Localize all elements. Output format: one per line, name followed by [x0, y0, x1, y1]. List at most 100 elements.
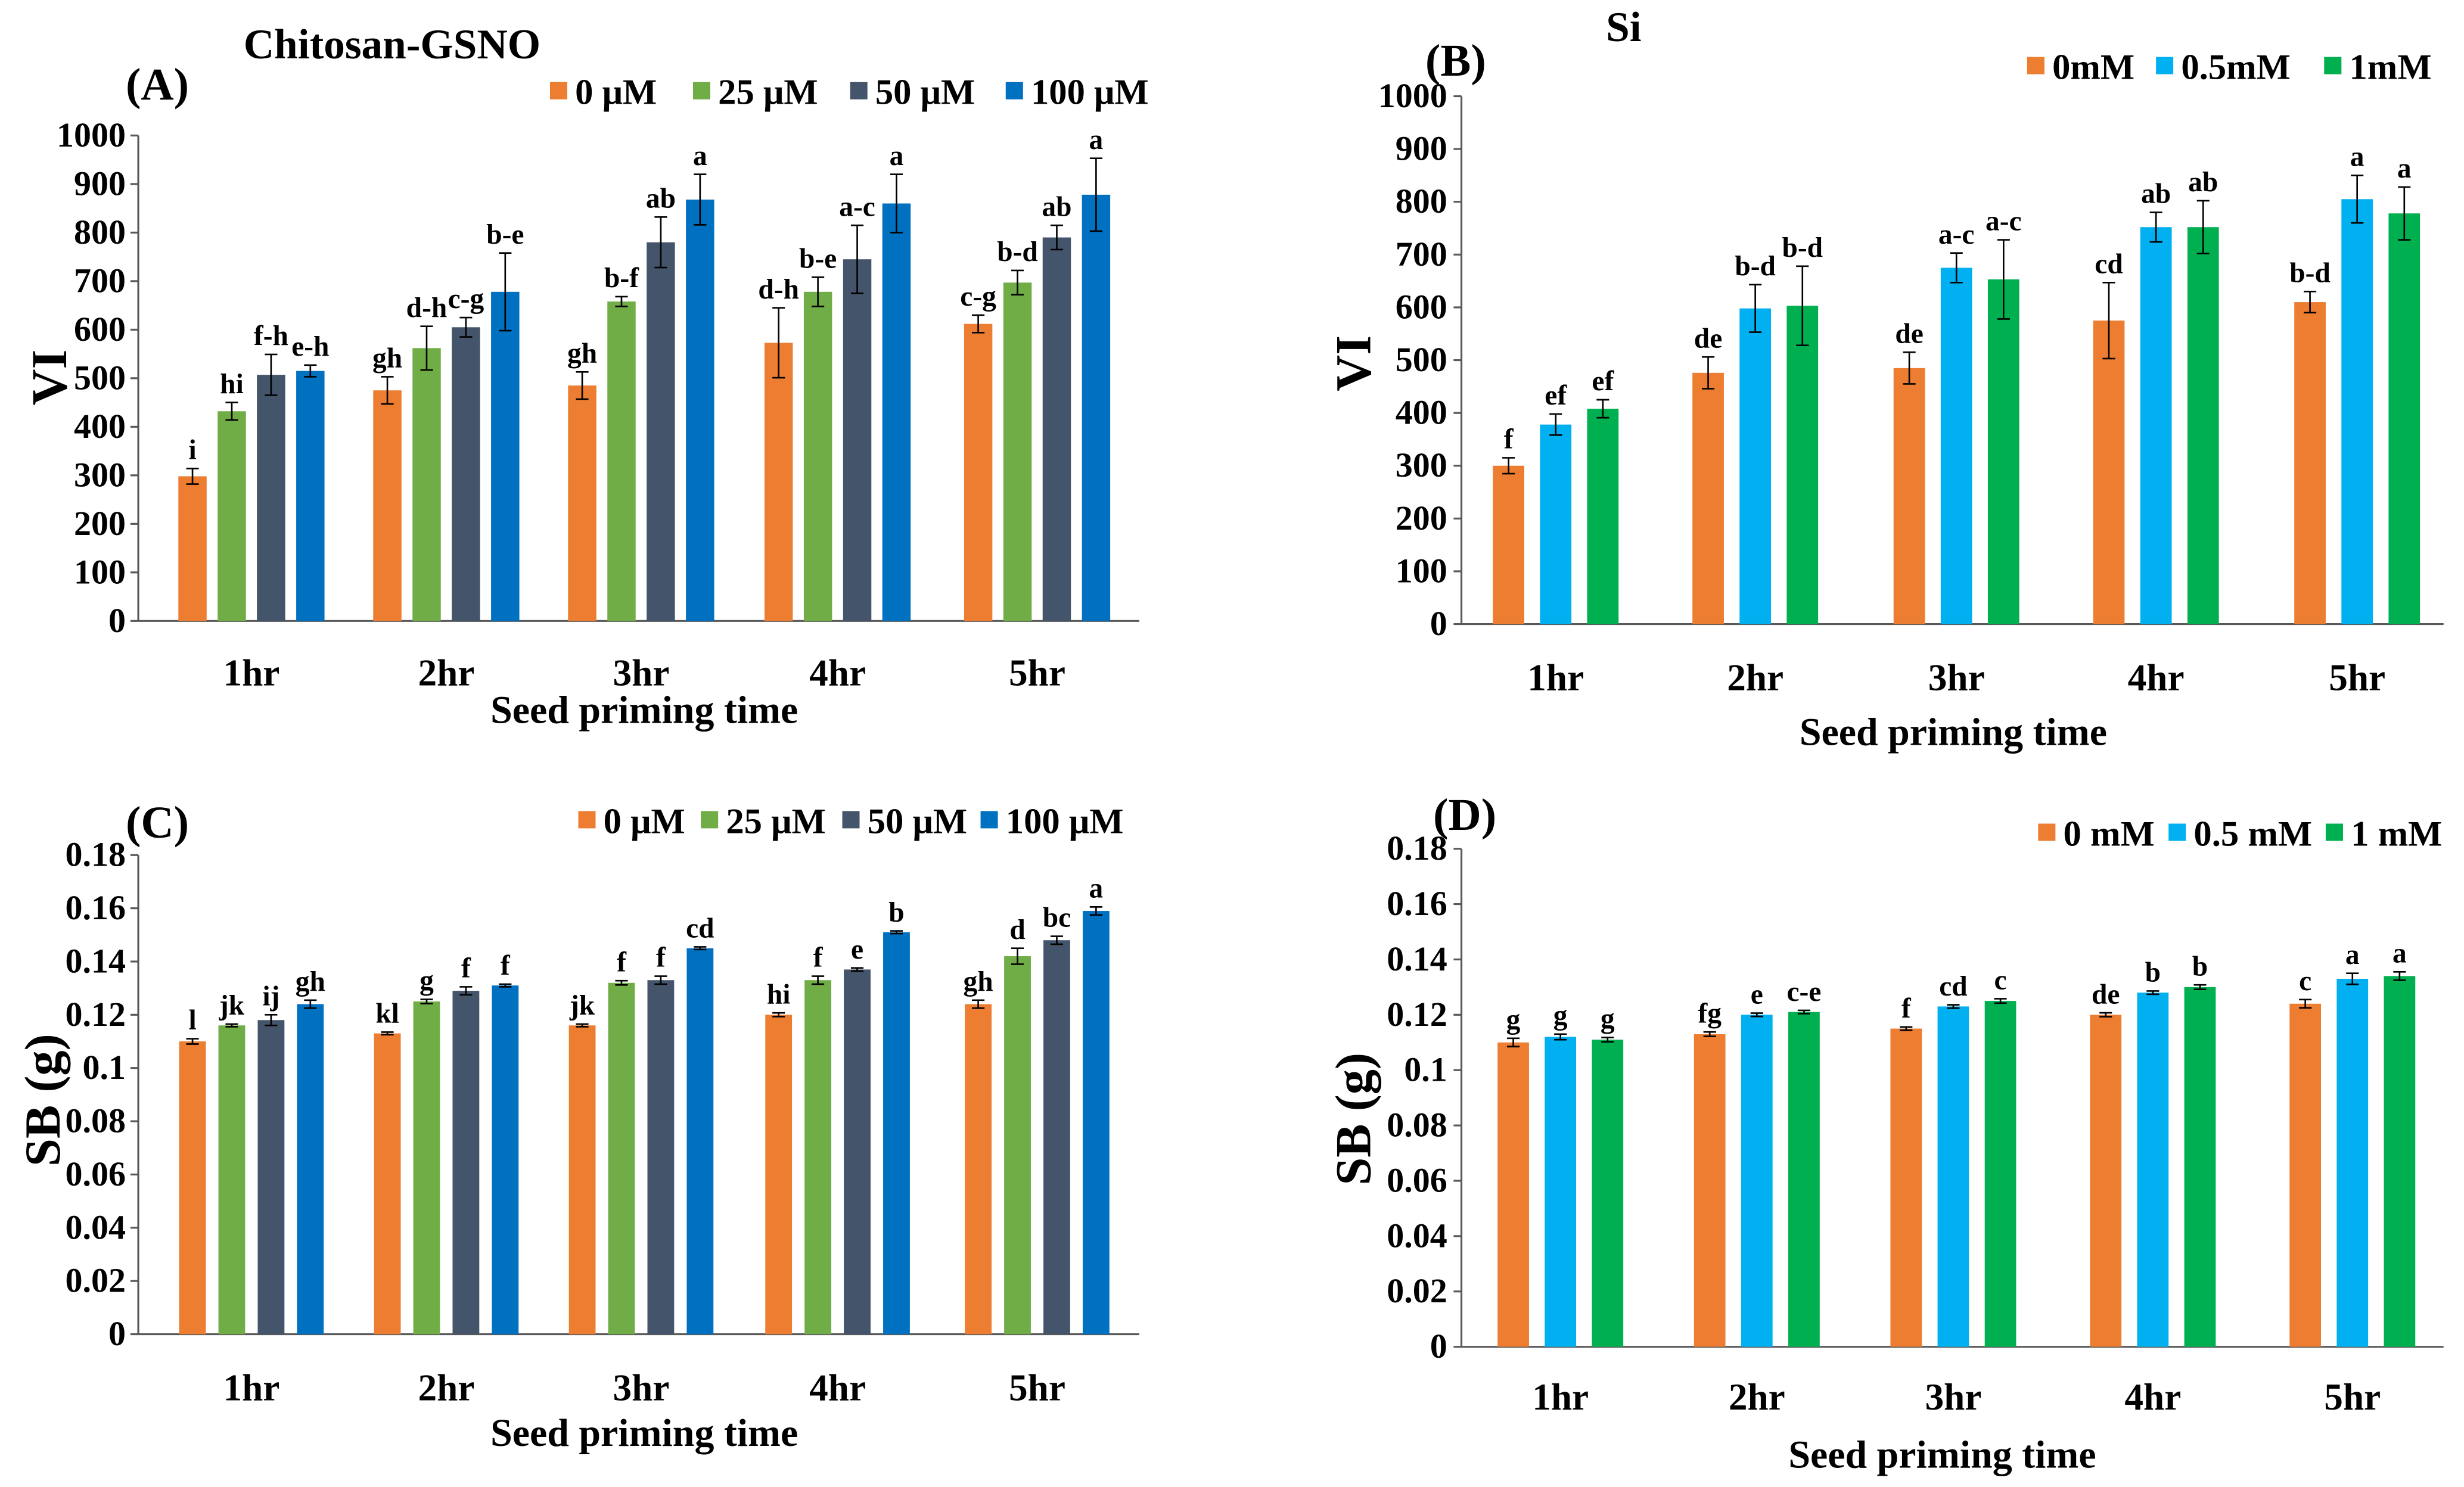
- x-category-label: 2hr: [418, 652, 474, 693]
- significance-letter: f: [617, 947, 627, 978]
- bar-panel-b-series-1-4hr: [2093, 321, 2125, 624]
- x-category-label: 1hr: [1527, 657, 1584, 698]
- y-tick-label: 600: [74, 310, 126, 349]
- bar-panel-a-series-2-1hr: [217, 411, 246, 621]
- y-tick-label: 200: [74, 504, 126, 543]
- significance-letter: f: [656, 942, 666, 973]
- x-category-label: 4hr: [809, 1367, 866, 1408]
- x-axis-title: Seed priming time: [490, 689, 798, 732]
- y-axis-title: SB (g): [1326, 1053, 1382, 1186]
- bar-panel-d-series-1-5hr: [2289, 1003, 2322, 1347]
- significance-letter: gh: [296, 966, 325, 997]
- bar-panel-d-series-2-3hr: [1937, 1006, 1969, 1347]
- significance-letter: de: [1895, 318, 1923, 349]
- significance-letter: e: [1751, 979, 1763, 1010]
- y-tick-label: 100: [74, 552, 126, 591]
- significance-letter: c-g: [448, 284, 484, 315]
- bar-panel-b-series-3-3hr: [1987, 279, 2019, 624]
- bar-panel-d-series-1-4hr: [2090, 1015, 2122, 1347]
- legend-swatch: [2325, 823, 2343, 841]
- panel-title-b: Si: [1606, 4, 1641, 51]
- legend-label: 100 μM: [1031, 73, 1149, 113]
- significance-letter: c-e: [1786, 976, 1821, 1007]
- x-category-label: 2hr: [1729, 1376, 1785, 1418]
- significance-letter: f: [461, 953, 471, 984]
- significance-letter: jk: [219, 990, 245, 1021]
- significance-letter: de: [1694, 323, 1722, 354]
- significance-letter: gh: [372, 343, 402, 374]
- bar-panel-d-series-1-1hr: [1497, 1042, 1529, 1347]
- significance-letter: a: [2345, 940, 2360, 970]
- x-category-label: 1hr: [1532, 1376, 1589, 1418]
- y-tick-label: 200: [1396, 499, 1447, 537]
- significance-letter: d-h: [406, 293, 448, 323]
- bar-panel-b-series-2-1hr: [1540, 424, 1572, 624]
- bar-panel-d-series-2-5hr: [2336, 978, 2369, 1347]
- bar-panel-a-series-4-3hr: [686, 199, 714, 621]
- significance-letter: a-c: [1938, 219, 1975, 250]
- panel-label-c: (C): [126, 797, 189, 848]
- panel-b: (B) Si 0 100 200 300 400 500 600 700 800 900 1000 VI S…: [1326, 4, 2444, 754]
- significance-letter: a-c: [839, 191, 875, 222]
- bar-panel-b-series-2-3hr: [1940, 267, 1972, 624]
- bar-panel-c-series-2-4hr: [804, 980, 832, 1334]
- bar-panel-b-series-1-1hr: [1493, 465, 1525, 624]
- y-tick-label: 900: [74, 164, 126, 203]
- bar-panel-c-series-1-2hr: [374, 1033, 401, 1334]
- y-axis-title: VI: [1326, 335, 1382, 391]
- panel-d: (D) 0 0.02 0.04 0.06 0.08 0.1 0.12 0.14 0.16 0.18 S…: [1326, 789, 2444, 1477]
- bar-panel-c-series-2-2hr: [413, 1001, 440, 1334]
- x-category-label: 3hr: [1928, 657, 1985, 698]
- bar-panel-c-series-3-5hr: [1043, 940, 1070, 1334]
- x-category-label: 3hr: [613, 652, 669, 693]
- x-category-label: 5hr: [2324, 1376, 2381, 1418]
- significance-letter: l: [188, 1005, 196, 1036]
- bar-panel-a-series-2-5hr: [1003, 282, 1032, 621]
- bar-panel-c-series-2-1hr: [218, 1025, 246, 1334]
- y-tick-label: 700: [74, 261, 126, 300]
- bar-panel-c-series-3-1hr: [257, 1020, 285, 1334]
- significance-letter: g: [420, 966, 434, 997]
- x-axis-title: Seed priming time: [1788, 1433, 2096, 1477]
- legend-swatch: [850, 82, 868, 99]
- bar-panel-a-series-3-5hr: [1042, 237, 1071, 621]
- bar-panel-a-series-4-1hr: [296, 371, 325, 621]
- significance-letter: gh: [567, 338, 597, 369]
- significance-letter: b-d: [2289, 258, 2331, 289]
- bar-panel-c-series-1-5hr: [965, 1004, 992, 1334]
- y-tick-label: 0.12: [65, 995, 126, 1034]
- significance-letter: cd: [1939, 971, 1967, 1002]
- legend-swatch: [980, 811, 998, 829]
- bar-panel-a-series-4-2hr: [491, 291, 520, 621]
- bar-panel-b-series-2-4hr: [2140, 227, 2172, 624]
- y-axis-title: SB (g): [15, 1034, 71, 1166]
- bar-panel-a-series-3-3hr: [647, 242, 675, 621]
- bar-panel-b-series-1-2hr: [1692, 372, 1724, 624]
- y-tick-label: 0.02: [65, 1261, 126, 1300]
- y-tick-label: 0.06: [65, 1155, 126, 1193]
- bar-panel-c-series-2-3hr: [608, 982, 635, 1334]
- y-tick-label: 0.08: [1387, 1106, 1447, 1144]
- significance-letter: a: [2392, 938, 2407, 969]
- significance-letter: jk: [569, 990, 595, 1021]
- legend-swatch: [2038, 823, 2056, 841]
- bar-panel-b-series-2-2hr: [1739, 308, 1772, 624]
- y-tick-label: 0: [108, 1314, 126, 1353]
- bar-panel-c-series-3-2hr: [452, 991, 480, 1334]
- y-tick-label: 400: [74, 407, 126, 446]
- bar-panel-d-series-3-2hr: [1788, 1012, 1820, 1347]
- significance-letter: b-e: [486, 219, 524, 250]
- significance-letter: b-d: [1735, 251, 1776, 282]
- legend-swatch: [692, 82, 710, 99]
- bar-panel-c-series-1-1hr: [179, 1041, 206, 1334]
- bar-panel-b-series-3-5hr: [2388, 213, 2421, 624]
- y-tick-label: 0.1: [82, 1048, 126, 1087]
- y-tick-label: 800: [1396, 182, 1447, 220]
- legend-label: 1mM: [2349, 47, 2431, 87]
- legend-swatch: [2324, 57, 2342, 74]
- y-tick-label: 0.04: [1387, 1216, 1447, 1255]
- y-tick-label: 0.16: [1387, 884, 1447, 923]
- bar-panel-a-series-1-4hr: [764, 343, 793, 621]
- bar-panel-c-series-4-3hr: [686, 948, 714, 1334]
- y-tick-label: 0.1: [1404, 1050, 1447, 1089]
